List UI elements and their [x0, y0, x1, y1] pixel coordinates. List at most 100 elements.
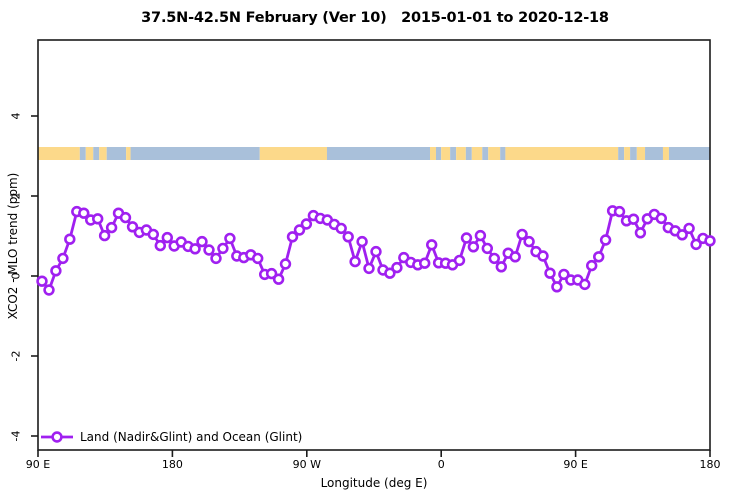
- ocean-segment: [93, 147, 100, 160]
- data-point: [356, 235, 368, 248]
- data-point: [161, 231, 174, 244]
- land-segment: [430, 147, 436, 160]
- ocean-segment: [465, 147, 472, 160]
- y-tick-label: 0: [9, 272, 23, 280]
- data-point: [467, 241, 480, 253]
- ocean-segment: [645, 147, 663, 160]
- y-tick-label: 2: [9, 192, 23, 200]
- data-point: [57, 252, 69, 265]
- ocean-segment: [130, 147, 260, 160]
- land-segment: [471, 147, 483, 160]
- data-point: [98, 229, 111, 242]
- land-segment: [99, 147, 107, 160]
- land-segment: [456, 147, 466, 160]
- land-segment: [126, 147, 131, 160]
- data-point: [293, 224, 306, 236]
- ocean-segment: [500, 147, 506, 160]
- land-segment: [505, 147, 619, 160]
- y-axis-title: XCO2 - MLO trend (ppm): [6, 172, 20, 320]
- data-point: [481, 242, 493, 255]
- x-axis-title: Longitude (deg E): [320, 476, 428, 490]
- chart-title: 37.5N-42.5N February (Ver 10) 2015-01-01…: [141, 10, 609, 26]
- land-segment: [488, 147, 501, 160]
- ocean-segment: [450, 147, 457, 160]
- data-point: [426, 239, 438, 251]
- ocean-segment: [668, 147, 710, 160]
- x-tick-label: 90 E: [563, 458, 588, 471]
- data-point: [272, 273, 285, 285]
- y-tick-label: -2: [9, 350, 23, 362]
- ocean-segment: [482, 147, 489, 160]
- data-point: [453, 254, 466, 267]
- data-point: [634, 227, 647, 239]
- data-point: [335, 222, 347, 235]
- data-point: [537, 250, 549, 262]
- data-point: [370, 245, 382, 258]
- data-point: [460, 232, 473, 244]
- data-point: [655, 212, 667, 225]
- data-point: [126, 221, 139, 233]
- data-point: [551, 281, 563, 293]
- data-point: [488, 252, 500, 265]
- data-point: [495, 261, 507, 273]
- land-segment: [441, 147, 451, 160]
- y-tick-label: 4: [9, 112, 23, 120]
- data-point: [105, 221, 118, 234]
- land-segment: [662, 147, 669, 160]
- ocean-segment: [326, 147, 430, 160]
- data-point: [704, 235, 716, 247]
- data-point: [342, 231, 354, 243]
- data-point: [147, 228, 160, 241]
- x-tick-label: 90 E: [25, 458, 51, 471]
- data-point: [265, 267, 278, 280]
- data-point: [196, 235, 208, 248]
- data-point: [544, 267, 556, 279]
- data-point: [627, 213, 640, 225]
- ocean-segment: [618, 147, 625, 160]
- data-point: [300, 218, 313, 230]
- data-point: [419, 257, 431, 269]
- data-point: [91, 213, 104, 225]
- data-point: [516, 228, 528, 241]
- legend-label: Land (Nadir&Glint) and Ocean (Glint): [80, 430, 303, 444]
- x-tick-label: 90 W: [292, 458, 321, 471]
- ocean-segment: [435, 147, 442, 160]
- x-tick-label: 180: [699, 458, 721, 471]
- data-point: [592, 251, 605, 263]
- data-point: [349, 255, 361, 268]
- legend-series-symbol: [41, 431, 73, 443]
- data-point: [154, 239, 167, 252]
- data-point: [683, 222, 695, 235]
- data-point: [217, 242, 229, 255]
- data-point: [391, 261, 403, 274]
- land-segment: [38, 147, 80, 160]
- x-tick-label: 180: [161, 458, 183, 471]
- ocean-segment: [79, 147, 86, 160]
- land-segment: [85, 147, 94, 160]
- data-point: [224, 232, 236, 245]
- data-point: [676, 229, 688, 241]
- data-point: [286, 231, 299, 243]
- x-tick-label: 0: [437, 458, 445, 471]
- data-point: [210, 252, 222, 265]
- data-point: [36, 275, 48, 287]
- data-point: [189, 243, 201, 255]
- land-segment: [624, 147, 631, 160]
- data-point: [252, 252, 264, 265]
- data-point: [474, 229, 487, 242]
- data-point: [585, 259, 598, 272]
- data-point: [43, 284, 55, 296]
- data-point: [613, 205, 626, 218]
- plot-border: [37, 39, 711, 451]
- y-tick-label: -4: [9, 430, 23, 442]
- land-segment: [259, 147, 327, 160]
- data-point: [64, 233, 76, 245]
- data-point: [363, 262, 375, 275]
- data-point: [78, 207, 90, 219]
- data-point: [203, 244, 215, 256]
- data-point: [50, 265, 62, 277]
- ocean-segment: [630, 147, 637, 160]
- data-point: [523, 235, 535, 248]
- legend: Land (Nadir&Glint) and Ocean (Glint): [40, 428, 302, 446]
